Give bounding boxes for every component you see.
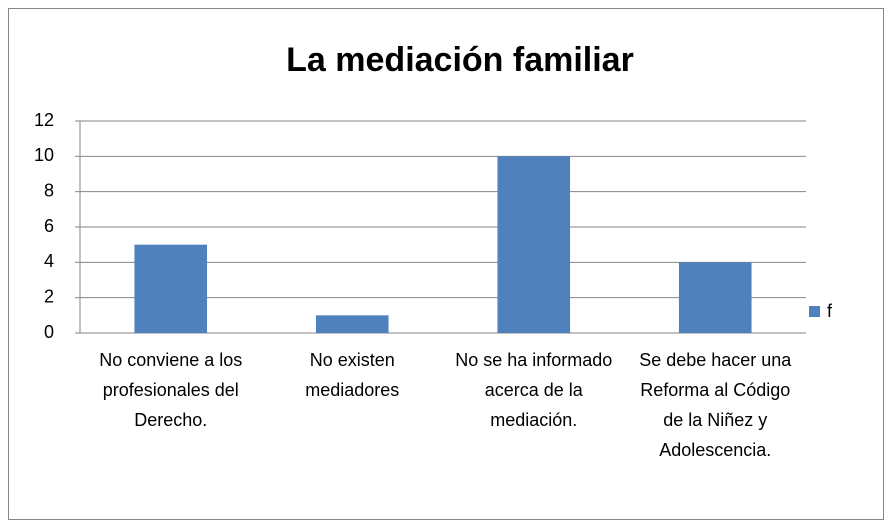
x-tick-label: No conviene a los profesionales del Dere… [99, 350, 243, 430]
bar [678, 262, 752, 333]
y-tick-label: 8 [44, 180, 54, 200]
legend-swatch [809, 306, 820, 317]
y-tick-label: 10 [34, 145, 54, 165]
y-tick-label: 12 [34, 110, 54, 130]
y-tick-label: 0 [44, 322, 54, 342]
y-tick-label: 2 [44, 286, 54, 306]
x-tick-label: Se debe hacer una Reforma al Código de l… [639, 350, 792, 460]
y-tick-label: 4 [44, 251, 54, 271]
bar [497, 156, 571, 333]
chart-title: La mediación familiar [286, 41, 634, 79]
x-tick-label: No se ha informado acerca de la mediació… [455, 350, 613, 430]
legend-label: f [827, 301, 833, 321]
x-tick-label: No existen mediadores [305, 350, 400, 400]
bar [134, 244, 208, 333]
y-tick-label: 6 [44, 216, 54, 236]
bar [315, 315, 389, 333]
